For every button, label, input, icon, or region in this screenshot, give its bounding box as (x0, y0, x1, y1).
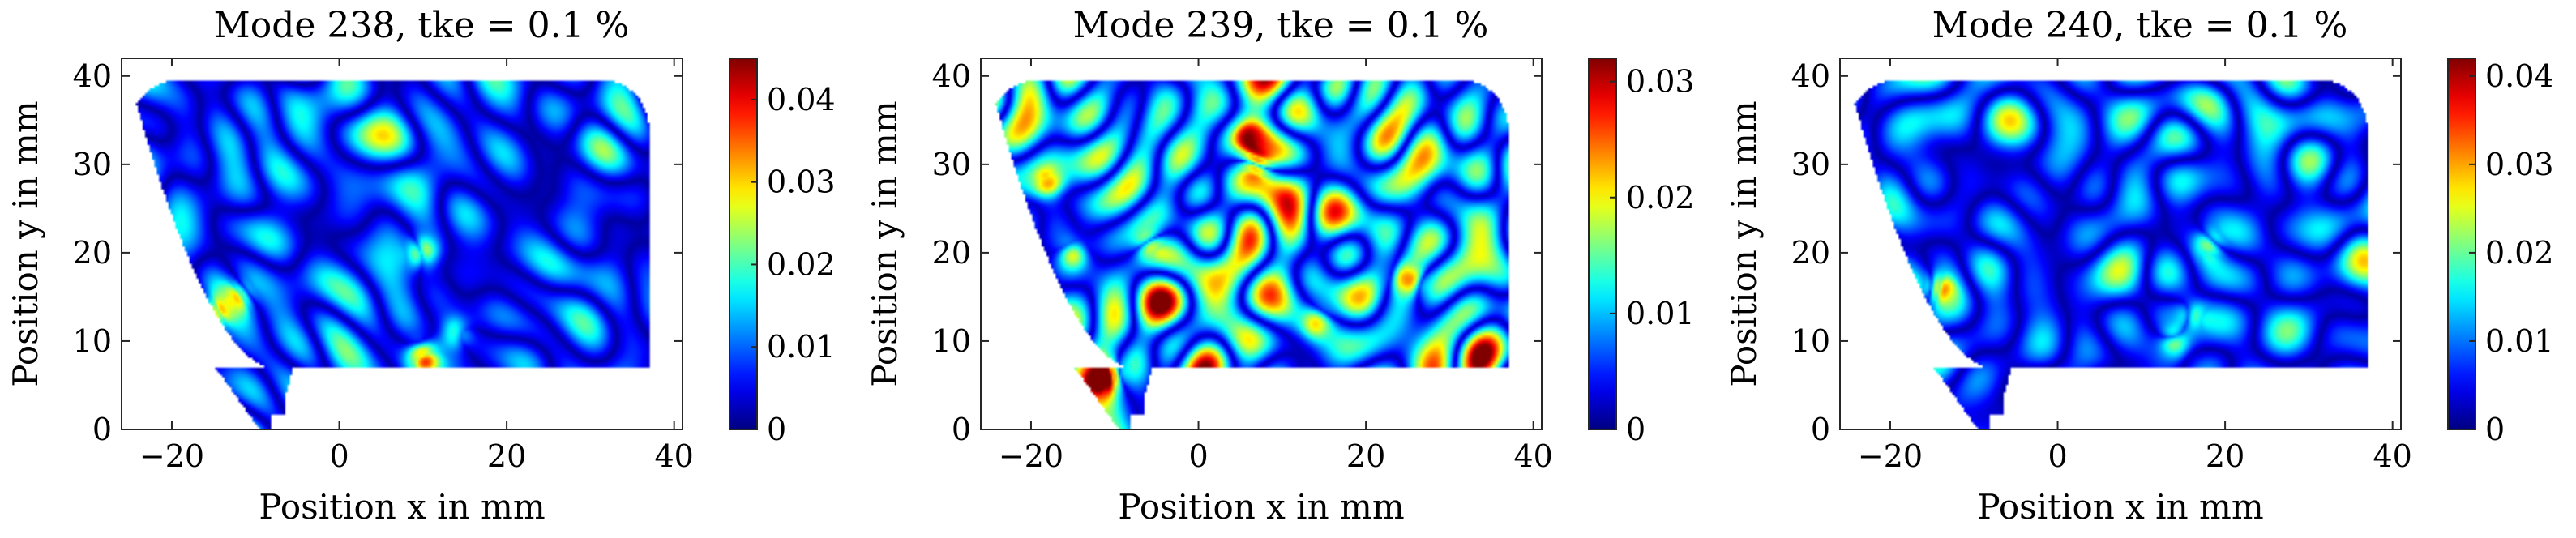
chart-panel-2: Mode 239, tke = 0.1 % −20 0 20 40 0 10 20 30 40 P… (859, 0, 1702, 535)
y-tick-label: 20 (1791, 235, 1830, 271)
y-tick-label: 10 (1791, 323, 1830, 359)
y-tick-label: 40 (932, 58, 971, 94)
x-tick-label: 40 (654, 438, 693, 474)
y-tick-label: 30 (932, 147, 971, 182)
colorbar (1588, 58, 1617, 430)
colorbar (729, 58, 758, 430)
x-tick-label: 20 (1346, 438, 1385, 474)
x-axis-label: Position x in mm (1118, 487, 1404, 527)
colorbar-tick-label: 0.01 (767, 329, 836, 365)
x-tick-label: 40 (2373, 438, 2411, 474)
heatmap-image (1840, 58, 2401, 429)
colorbar-tick-label: 0.04 (767, 82, 836, 117)
colorbar-tick-label: 0.03 (2485, 147, 2554, 182)
y-tick-label: 0 (92, 412, 112, 447)
heatmap-image (122, 58, 683, 429)
chart-panel-1: Mode 238, tke = 0.1 % −20 0 20 40 0 10 20 30 40 P… (0, 0, 843, 535)
x-tick-label: −20 (139, 438, 204, 474)
x-tick-label: 40 (1513, 438, 1552, 474)
colorbar-tick-label: 0.02 (1626, 180, 1695, 216)
x-tick-label: 20 (2206, 438, 2244, 474)
y-tick-label: 40 (1791, 58, 1830, 94)
x-axis-label: Position x in mm (259, 487, 545, 527)
colorbar-tick-label: 0.01 (1626, 296, 1695, 331)
y-tick-label: 30 (73, 147, 112, 182)
colorbar-tick-label: 0.02 (2485, 235, 2554, 271)
colorbar-tick-label: 0.02 (767, 246, 836, 282)
colorbar-tick-label: 0.01 (2485, 323, 2554, 359)
y-tick-label: 10 (73, 323, 112, 359)
colorbar-tick-label: 0 (1626, 412, 1645, 447)
y-axis-label: Position y in mm (6, 100, 45, 386)
x-tick-label: 0 (1188, 438, 1208, 474)
colorbar-tick-label: 0 (2485, 412, 2505, 447)
y-tick-label: 20 (73, 235, 112, 271)
y-tick-label: 0 (952, 412, 971, 447)
colorbar (2447, 58, 2476, 430)
colorbar-tick-label: 0.03 (767, 164, 836, 200)
chart-title: Mode 239, tke = 0.1 % (1072, 5, 1489, 46)
y-tick-label: 10 (932, 323, 971, 359)
axes-frame (121, 58, 683, 430)
x-tick-label: 0 (2048, 438, 2067, 474)
y-tick-label: 20 (932, 235, 971, 271)
x-tick-label: −20 (999, 438, 1063, 474)
x-tick-label: 20 (487, 438, 526, 474)
heatmap-image (981, 58, 1542, 429)
y-axis-label: Position y in mm (865, 100, 905, 386)
y-tick-label: 0 (1811, 412, 1830, 447)
x-axis-label: Position x in mm (1977, 487, 2263, 527)
heatmap-chart: −20 0 20 40 0 10 20 30 40 Position x in mm Positio… (1724, 58, 2554, 527)
chart-title: Mode 238, tke = 0.1 % (213, 5, 630, 46)
chart-panel-3: Mode 240, tke = 0.1 % −20 0 20 40 0 10 20 30 40 P… (1718, 0, 2561, 535)
axes-frame (980, 58, 1543, 430)
axes-frame (1839, 58, 2402, 430)
y-tick-label: 40 (73, 58, 112, 94)
chart-title: Mode 240, tke = 0.1 % (1932, 5, 2348, 46)
x-tick-label: 0 (329, 438, 349, 474)
x-tick-label: −20 (1858, 438, 1923, 474)
y-axis-label: Position y in mm (1724, 100, 1764, 386)
heatmap-chart: −20 0 20 40 0 10 20 30 40 Position x in mm Positio… (865, 58, 1695, 527)
colorbar-tick-label: 0.04 (2485, 58, 2554, 94)
y-tick-label: 30 (1791, 147, 1830, 182)
colorbar-tick-label: 0.03 (1626, 64, 1695, 100)
colorbar-tick-label: 0 (767, 412, 786, 447)
heatmap-chart: −20 0 20 40 0 10 20 30 40 Position x in mm Positio… (6, 58, 836, 527)
